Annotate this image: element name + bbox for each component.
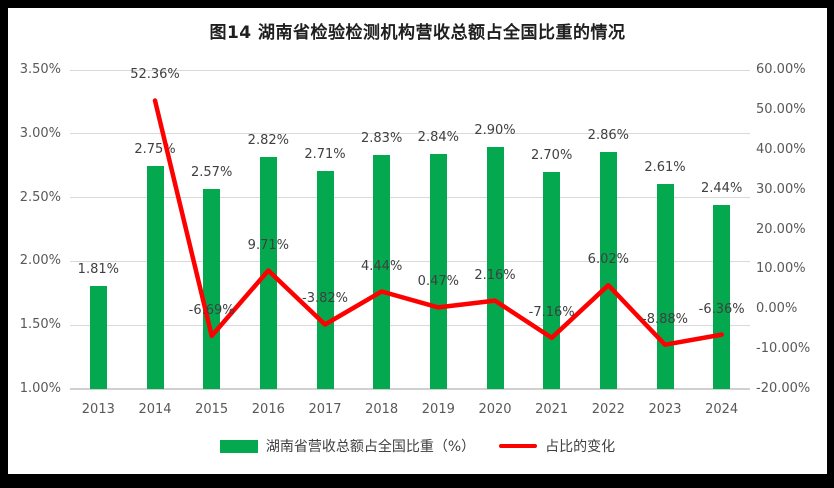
bar-value-label: 2.83% <box>361 131 403 147</box>
line-value-label: 6.02% <box>587 252 629 268</box>
legend-line-label: 占比的变化 <box>545 439 616 455</box>
chart-area: 图14 湖南省检验检测机构营收总额占全国比重的情况 湖南省营收总额占全国比重（%… <box>8 8 827 474</box>
gridline <box>70 197 750 199</box>
x-axis-label: 2020 <box>478 402 512 417</box>
bar-value-label: 2.86% <box>587 127 629 143</box>
bar-2017 <box>316 170 334 389</box>
bar-2015 <box>203 188 221 389</box>
line-value-label: 4.44% <box>361 258 403 274</box>
bar-2022 <box>599 151 617 389</box>
right-axis-tick: 40.00% <box>756 141 806 157</box>
line-value-label: 9.71% <box>247 237 289 253</box>
line-value-label: -6.36% <box>698 301 745 317</box>
legend-bar-label: 湖南省营收总额占全国比重（%） <box>265 439 476 455</box>
line-value-label: 0.47% <box>417 274 459 290</box>
change-line-series <box>152 98 724 347</box>
gridline <box>70 69 750 71</box>
left-axis-tick: 1.00% <box>19 381 61 396</box>
legend-line-swatch <box>499 444 538 448</box>
right-axis-tick: -10.00% <box>756 341 811 357</box>
x-axis-label: 2013 <box>81 402 115 417</box>
bar-value-label: 2.90% <box>474 122 516 138</box>
left-axis-tick: 2.00% <box>19 253 61 269</box>
gridline <box>70 133 750 135</box>
x-axis-label: 2019 <box>421 402 455 417</box>
bar-2024 <box>713 205 731 389</box>
x-axis-label: 2017 <box>308 402 342 417</box>
bar-value-label: 2.82% <box>247 132 289 148</box>
x-axis-label: 2015 <box>195 402 229 417</box>
x-axis-label: 2021 <box>535 402 569 417</box>
x-axis-label: 2014 <box>138 402 172 417</box>
line-value-label: 52.36% <box>130 67 180 83</box>
chart-title: 图14 湖南省检验检测机构营收总额占全国比重的情况 <box>209 23 626 43</box>
x-axis-label: 2016 <box>251 402 285 417</box>
bar-value-label: 1.81% <box>77 261 119 277</box>
x-axis-label: 2024 <box>705 402 739 417</box>
x-axis-label: 2023 <box>648 402 682 417</box>
x-axis-label: 2018 <box>365 402 399 417</box>
line-value-label: -6.69% <box>188 302 235 318</box>
gridline <box>70 260 750 262</box>
bar-2019 <box>429 154 447 389</box>
line-value-label: 2.16% <box>474 267 516 283</box>
left-axis-tick: 3.00% <box>19 125 61 141</box>
line-value-label: -8.88% <box>642 311 688 327</box>
left-axis-tick: 3.50% <box>19 62 61 77</box>
left-axis-tick: 2.50% <box>19 189 61 205</box>
bar-2014 <box>146 165 164 389</box>
line-value-label: -7.16% <box>528 304 575 320</box>
bar-value-label: 2.84% <box>417 130 459 146</box>
right-axis-tick: 20.00% <box>756 221 806 237</box>
change-line <box>152 98 724 347</box>
right-axis-tick: 60.00% <box>756 62 806 77</box>
line-value-label: -3.82% <box>302 291 348 307</box>
bar-value-label: 2.70% <box>531 148 573 164</box>
right-axis-tick: 0.00% <box>756 301 798 317</box>
right-axis-tick: 50.00% <box>756 101 806 117</box>
bar-value-label: 2.44% <box>701 181 743 197</box>
gridline <box>70 324 750 326</box>
bar-value-label: 2.61% <box>644 159 686 175</box>
bar-value-label: 2.57% <box>191 164 233 180</box>
x-axis-label: 2022 <box>591 402 625 417</box>
bar-2018 <box>373 155 391 389</box>
bar-2020 <box>486 146 504 389</box>
right-axis-tick: 10.00% <box>756 261 806 277</box>
bar-value-label: 2.71% <box>304 146 346 162</box>
right-axis-tick: 30.00% <box>756 181 806 197</box>
bar-2013 <box>89 285 107 389</box>
legend-bar-swatch <box>219 439 258 453</box>
gridline <box>70 388 750 390</box>
left-axis-tick: 1.50% <box>19 317 61 333</box>
chart-legend: 湖南省营收总额占全国比重（%） 占比的变化 <box>8 436 827 456</box>
right-axis-tick: -20.00% <box>756 381 811 396</box>
